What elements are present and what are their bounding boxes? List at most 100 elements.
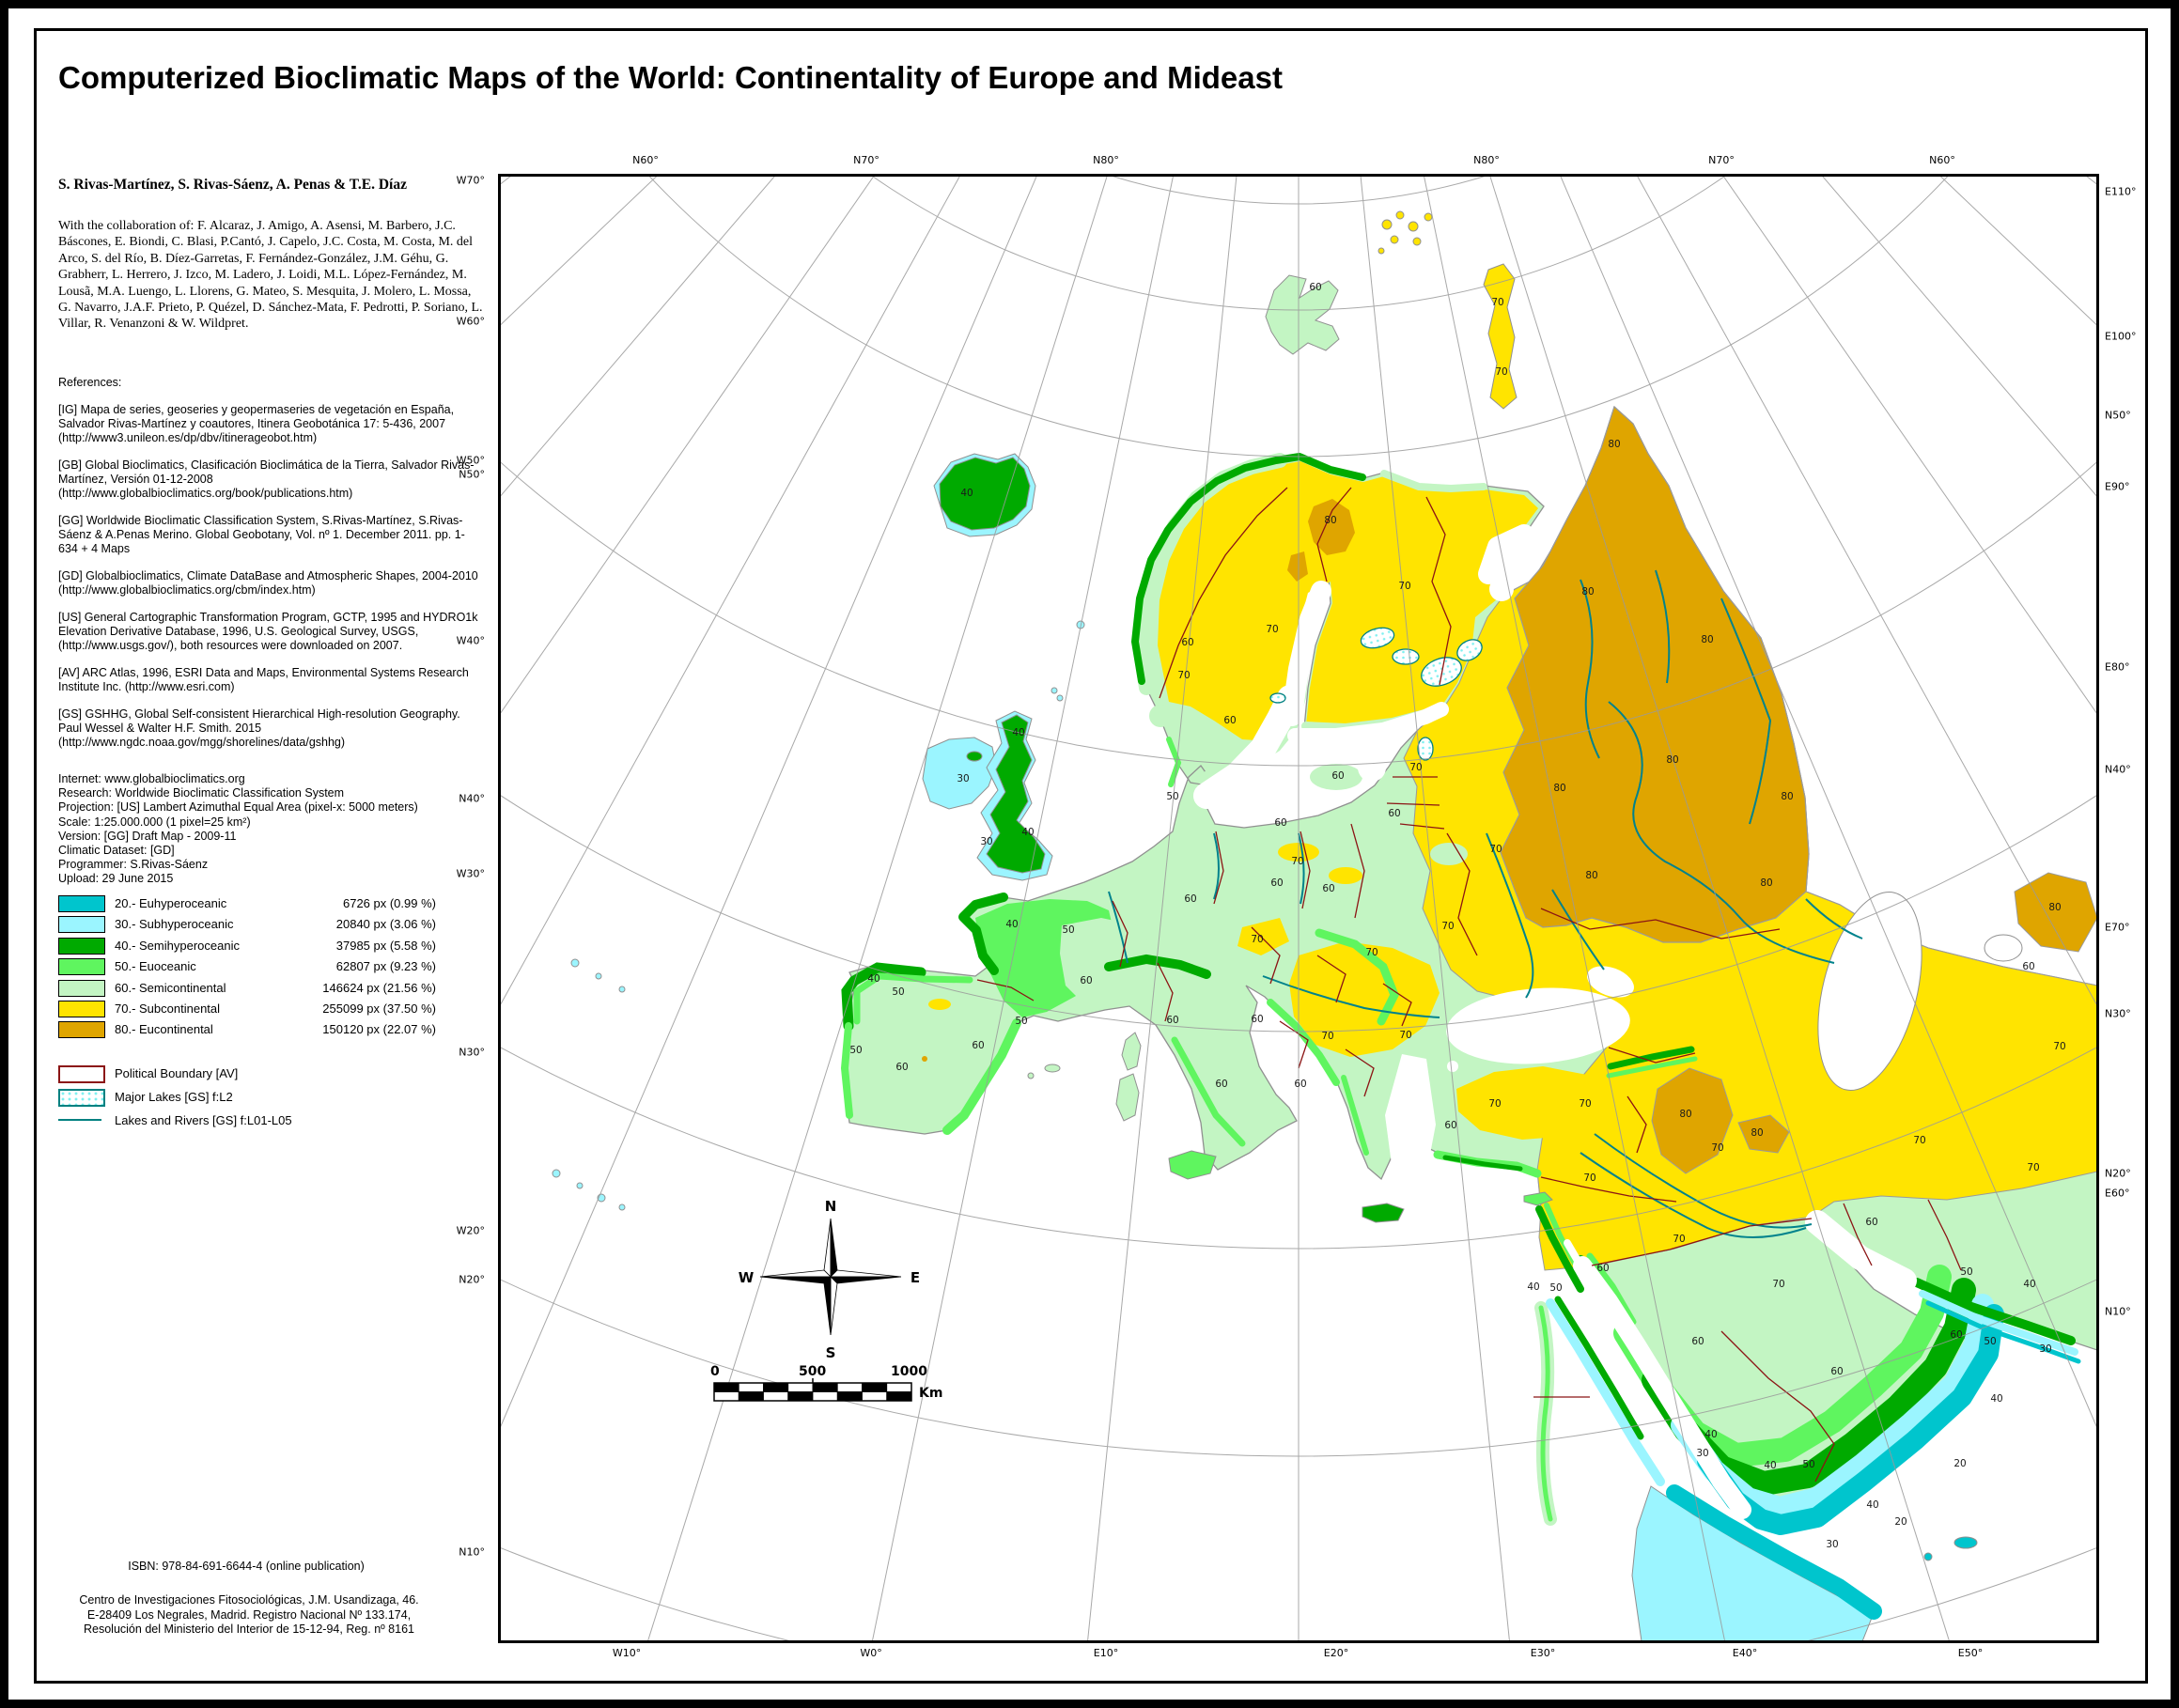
zone-color-swatch xyxy=(58,1021,105,1039)
zone-value-label: 20 xyxy=(1894,1516,1907,1528)
map-canvas[interactable]: 40 60 70 70 30 40 40 30 60 70 60 80 70 70 50 60 60 60 70 40… xyxy=(498,174,2099,1643)
zone-value-label: 80 xyxy=(2048,902,2061,913)
zone-value-label: 50 xyxy=(1549,1282,1562,1294)
zone-value-label: 60 xyxy=(1322,883,1334,894)
zone-pixel-count: 6726 px (0.99 %) xyxy=(342,896,436,910)
zone-value-label: 50 xyxy=(892,986,904,998)
legend-zone-row: 60.- Semicontinental 146624 px (21.56 %) xyxy=(58,978,436,999)
references-block: References: [IG] Mapa de series, geoseri… xyxy=(58,376,483,763)
reference-item: [GD] Globalbioclimatics, Climate DataBas… xyxy=(58,569,478,597)
coordinate-label: E80° xyxy=(2105,660,2130,674)
zone-value-label: 70 xyxy=(1321,1031,1333,1042)
islands xyxy=(552,210,1978,1561)
zone-value-label: 30 xyxy=(957,773,969,784)
compass-rose: N S W E xyxy=(739,1198,920,1361)
zone-value-label: 60 xyxy=(1270,877,1283,889)
zone-value-label: 60 xyxy=(1181,637,1193,648)
lakes-rivers-swatch xyxy=(58,1119,101,1121)
scale-0-label: 0 xyxy=(710,1364,720,1379)
zone-label: 20.- Euhyperoceanic xyxy=(115,896,227,910)
zone-color-swatch xyxy=(58,937,105,955)
zone-value-label: 60 xyxy=(1294,1079,1306,1090)
zone-value-label: 60 xyxy=(1830,1366,1843,1377)
metadata-line: Projection: [US] Lambert Azimuthal Equal… xyxy=(58,800,418,815)
coordinate-label: N70° xyxy=(1708,154,1735,166)
zone-value-label: 60 xyxy=(1251,1014,1263,1025)
zone-value-label: 50 xyxy=(1960,1266,1972,1278)
zone-value-label: 60 xyxy=(1444,1120,1456,1131)
institution-line: Centro de Investigaciones Fitosociológic… xyxy=(79,1593,419,1607)
coordinate-label: N60° xyxy=(1929,154,1955,166)
zone-value-label: 50 xyxy=(1166,791,1178,802)
zone-value-label: 60 xyxy=(1080,975,1092,986)
map-edge-labels-bottom: W10° W0° E10° E20° E30° E40° E50° xyxy=(500,1647,2097,1662)
zone-value-label: 80 xyxy=(1581,586,1594,598)
zone-value-label: 40 xyxy=(1005,919,1018,930)
coordinate-label: E100° xyxy=(2105,330,2137,343)
coordinate-label: E60° xyxy=(2105,1187,2130,1200)
zone-label: 50.- Euoceanic xyxy=(115,959,196,974)
coordinate-label: N20° xyxy=(2105,1167,2131,1180)
zone-value-label: 70 xyxy=(1266,624,1278,635)
metadata-line: Research: Worldwide Bioclimatic Classifi… xyxy=(58,786,345,800)
coordinate-label: N80° xyxy=(1473,154,1500,166)
coordinate-label: E20° xyxy=(1323,1647,1349,1659)
reference-item: [IG] Mapa de series, geoseries y geoperm… xyxy=(58,403,455,444)
zone-value-label: 80 xyxy=(1324,515,1336,526)
zone-pixel-count: 146624 px (21.56 %) xyxy=(322,980,436,995)
institution-block: Centro de Investigaciones Fitosociológic… xyxy=(47,1593,451,1638)
coordinate-label: W40° xyxy=(456,634,485,647)
zone-value-label: 70 xyxy=(1177,670,1190,681)
zone-label: 60.- Semicontinental xyxy=(115,980,226,995)
institution-line: Resolución del Ministerio del Interior d… xyxy=(84,1623,414,1636)
coordinate-label: E30° xyxy=(1530,1647,1556,1659)
coordinate-label: N50° xyxy=(459,468,485,481)
compass-e-label: E xyxy=(911,1269,920,1286)
zone-value-label: 80 xyxy=(1701,634,1713,645)
zone-value-label: 40 xyxy=(2023,1279,2035,1290)
reference-item: [AV] ARC Atlas, 1996, ESRI Data and Maps… xyxy=(58,666,469,693)
zone-value-label: 70 xyxy=(2053,1041,2065,1052)
reference-item: [GS] GSHHG, Global Self-consistent Hiera… xyxy=(58,707,460,749)
zone-value-label: 80 xyxy=(1553,783,1565,794)
zone-value-label: 80 xyxy=(1781,791,1793,802)
coordinate-label: N10° xyxy=(459,1545,485,1559)
metadata-line: Climatic Dataset: [GD] xyxy=(58,844,175,858)
coordinate-label: N40° xyxy=(2105,763,2131,776)
coordinate-label: N60° xyxy=(632,154,659,166)
zone-pixel-count: 255099 px (37.50 %) xyxy=(322,1001,436,1016)
zone-value-label: 50 xyxy=(1984,1336,1996,1347)
scale-bar: 0 500 1000 Km xyxy=(710,1364,942,1402)
zone-value-label: 70 xyxy=(1365,947,1377,958)
coordinate-label: N40° xyxy=(459,792,485,805)
references-heading: References: xyxy=(58,376,122,389)
zone-value-label: 60 xyxy=(972,1040,984,1051)
coordinate-label: W70° xyxy=(456,174,485,187)
zone-value-label: 60 xyxy=(1215,1079,1227,1090)
zone-value-label: 80 xyxy=(1585,870,1597,881)
authors-line: S. Rivas-Martínez, S. Rivas-Sáenz, A. Pe… xyxy=(58,177,407,193)
zone-value-label: 70 xyxy=(2027,1162,2039,1173)
major-lakes xyxy=(1269,627,1483,761)
zone-color-swatch xyxy=(58,958,105,976)
zone-value-label: 70 xyxy=(1583,1172,1595,1184)
zone-value-label: 50 xyxy=(1062,924,1074,936)
zone-value-label: 70 xyxy=(1409,762,1422,773)
zone-color-swatch xyxy=(58,1000,105,1017)
zone-value-label: 60 xyxy=(1596,1263,1609,1274)
coordinate-label: W60° xyxy=(456,315,485,328)
zone-value-label: 40 xyxy=(1021,827,1034,838)
legend-zone-row: 50.- Euoceanic 62807 px (9.23 %) xyxy=(58,956,436,977)
metadata-block: Internet: www.globalbioclimatics.org Rese… xyxy=(58,772,483,887)
metadata-line: Upload: 29 June 2015 xyxy=(58,872,174,886)
zone-value-label: 40 xyxy=(960,488,973,499)
political-boundaries xyxy=(976,487,1962,1483)
scale-500-label: 500 xyxy=(799,1364,826,1379)
zone-pixel-count: 37985 px (5.58 %) xyxy=(335,938,436,953)
zone-value-label: 60 xyxy=(1388,808,1400,819)
zone-value-label: 40 xyxy=(1866,1499,1878,1511)
zone-pixel-count: 62807 px (9.23 %) xyxy=(335,959,436,974)
zone-value-label: 60 xyxy=(1223,715,1236,726)
zone-value-label: 60 xyxy=(1166,1015,1178,1026)
map-edge-labels-top: N60° N70° N80° N80° N70° N60° xyxy=(500,154,2097,169)
